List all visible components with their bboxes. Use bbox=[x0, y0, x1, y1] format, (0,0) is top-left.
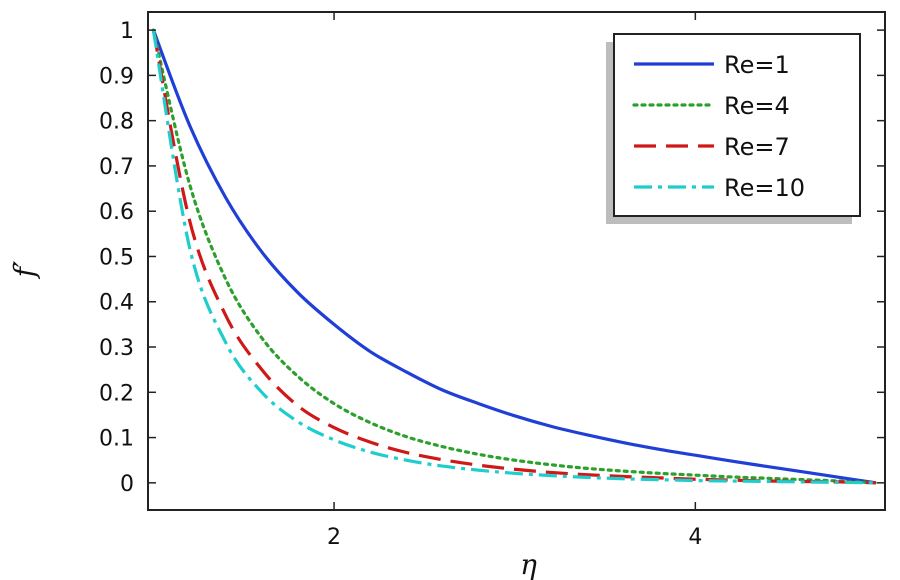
axis-tick-labels: 0 0.1 0.2 0.3 0.4 0.5 0.6 0.7 0.8 0.9 1 2 4 bbox=[99, 19, 702, 550]
y-tick-label: 0.7 bbox=[99, 155, 134, 180]
y-tick-label: 0 bbox=[120, 472, 134, 497]
plot-frame bbox=[147, 11, 886, 511]
y-tick-label: 0.2 bbox=[99, 381, 134, 406]
legend-label: Re=7 bbox=[724, 133, 790, 161]
legend-label: Re=4 bbox=[724, 92, 790, 120]
y-tick-label: 0.6 bbox=[99, 200, 134, 225]
y-tick-label: 0.1 bbox=[99, 427, 134, 452]
x-tick-label: 2 bbox=[327, 525, 341, 550]
plot-area bbox=[151, 28, 878, 485]
y-axis-title: f′ bbox=[8, 260, 41, 279]
legend-label: Re=1 bbox=[724, 51, 790, 79]
series-line-1 bbox=[151, 29, 877, 485]
series-line-2 bbox=[151, 28, 878, 485]
x-axis-title: η bbox=[520, 548, 537, 580]
y-tick-label: 0.8 bbox=[99, 110, 134, 135]
y-tick-label: 0.9 bbox=[99, 64, 134, 89]
series-line-4 bbox=[151, 29, 876, 485]
y-tick-label: 0.4 bbox=[99, 291, 134, 316]
x-tick-label: 4 bbox=[688, 525, 702, 550]
y-tick-label: 0.3 bbox=[99, 336, 134, 361]
y-tick-label: 1 bbox=[120, 19, 134, 44]
legend-label: Re=10 bbox=[724, 174, 805, 202]
legend: Re=1 Re=4 Re=7 Re=10 bbox=[606, 33, 861, 224]
y-tick-label: 0.5 bbox=[99, 245, 134, 270]
axis-ticks bbox=[148, 12, 885, 510]
